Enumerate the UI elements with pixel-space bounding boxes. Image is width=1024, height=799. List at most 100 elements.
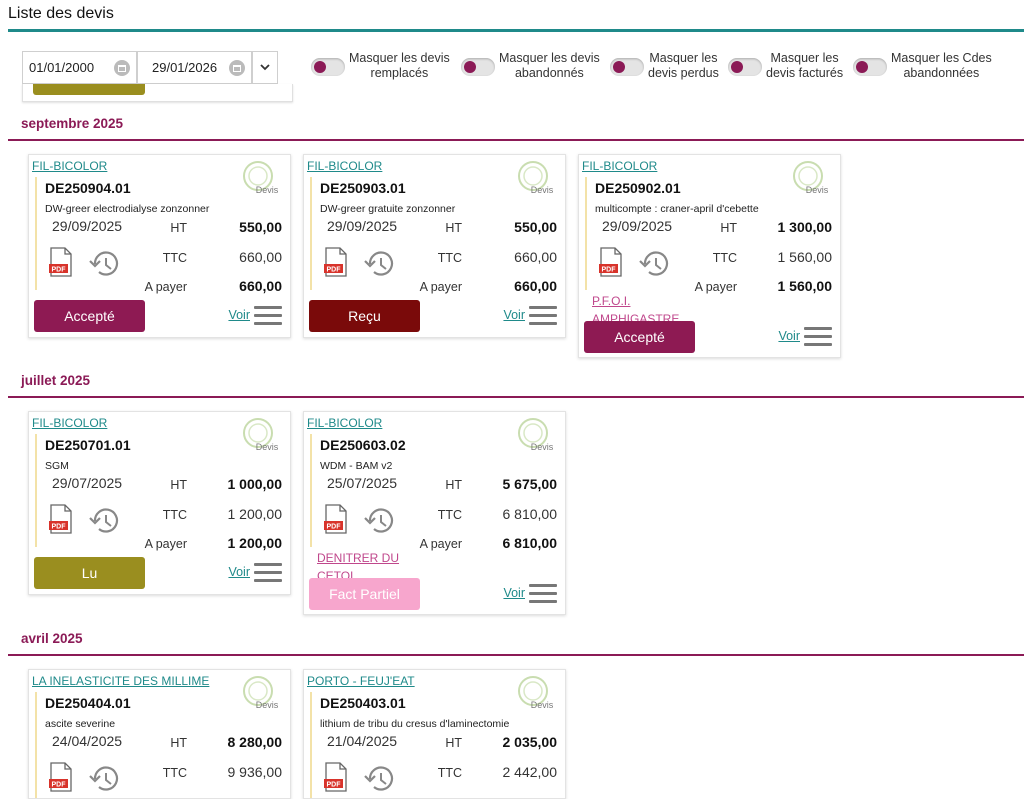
card-accent-line — [310, 434, 312, 547]
status-button[interactable]: Accepté — [584, 321, 695, 353]
voir-link[interactable]: Voir — [228, 308, 250, 322]
quote-description: lithium de tribu du cresus d'laminectomi… — [320, 718, 510, 730]
quote-number: DE250603.02 — [320, 437, 406, 453]
client-link[interactable]: LA INELASTICITE DES MILLIME — [32, 674, 210, 688]
card-accent-line — [310, 177, 312, 290]
previous-quote-card — [22, 84, 293, 102]
ttc-label: TTC — [437, 251, 462, 265]
client-link[interactable]: FIL-BICOLOR — [307, 416, 383, 430]
history-icon[interactable] — [362, 250, 396, 278]
svg-text:Devis: Devis — [531, 185, 554, 195]
pdf-icon[interactable]: PDF — [599, 247, 623, 277]
toggle-hide-invoiced[interactable]: Masquer les devis facturés — [728, 51, 843, 81]
card-accent-line — [35, 692, 37, 798]
month-divider — [8, 654, 1024, 656]
ht-value: 2 035,00 — [502, 734, 558, 750]
pdf-icon[interactable]: PDF — [324, 762, 348, 792]
menu-icon[interactable] — [254, 563, 282, 583]
ht-label: HT — [445, 736, 462, 750]
quote-card[interactable]: FIL-BICOLOR Devis DE250904.01 DW-greer elec… — [28, 154, 291, 338]
history-icon[interactable] — [87, 765, 121, 793]
toggle-label: Masquer les devis remplacés — [349, 51, 450, 80]
toggle-hide-replaced[interactable]: Masquer les devis remplacés — [311, 51, 450, 81]
status-button[interactable]: Accepté — [34, 300, 145, 332]
toggle-hide-lost[interactable]: Masquer les devis perdus — [610, 51, 719, 81]
pdf-icon[interactable]: PDF — [324, 247, 348, 277]
quote-card[interactable]: FIL-BICOLOR Devis DE250902.01 multicompte :… — [578, 154, 841, 358]
menu-icon[interactable] — [529, 306, 557, 326]
quote-description: ascite severine — [45, 718, 116, 730]
status-button[interactable]: Reçu — [309, 300, 420, 332]
toggle-hide-abandoned[interactable]: Masquer les devis abandonnés — [461, 51, 600, 81]
voir-link[interactable]: Voir — [503, 308, 525, 322]
calendar-icon[interactable] — [114, 60, 130, 76]
client-link[interactable]: PORTO - FEUJ'EAT — [307, 674, 415, 688]
a-payer-label: A payer — [144, 537, 187, 551]
svg-text:Devis: Devis — [531, 700, 554, 710]
client-link[interactable]: FIL-BICOLOR — [32, 416, 108, 430]
a-payer-label: A payer — [694, 280, 737, 294]
card-accent-line — [585, 177, 587, 290]
menu-icon[interactable] — [529, 584, 557, 604]
pdf-icon[interactable]: PDF — [324, 504, 348, 534]
toggle-hide-abandoned-orders[interactable]: Masquer les Cdes abandonnées — [853, 51, 992, 81]
devis-stamp-icon: Devis — [237, 674, 279, 712]
history-icon[interactable] — [87, 507, 121, 535]
date-range-dropdown[interactable] — [252, 51, 278, 84]
month-divider — [8, 396, 1024, 398]
date-from-input[interactable]: 01/01/2000 — [22, 51, 137, 84]
a-payer-label: A payer — [419, 537, 462, 551]
svg-text:Devis: Devis — [531, 442, 554, 452]
svg-text:PDF: PDF — [327, 524, 342, 531]
client-link[interactable]: FIL-BICOLOR — [32, 159, 108, 173]
ttc-label: TTC — [437, 508, 462, 522]
status-button[interactable]: Fact Partiel — [309, 578, 420, 610]
voir-link[interactable]: Voir — [778, 329, 800, 343]
toggle-switch[interactable] — [311, 58, 345, 76]
menu-icon[interactable] — [254, 306, 282, 326]
calendar-icon[interactable] — [229, 60, 245, 76]
card-accent-line — [35, 177, 37, 290]
client-link[interactable]: FIL-BICOLOR — [307, 159, 383, 173]
menu-icon[interactable] — [804, 327, 832, 347]
ht-label: HT — [720, 221, 737, 235]
quote-card[interactable]: FIL-BICOLOR Devis DE250603.02 WDM - BAM v2 2… — [303, 411, 566, 615]
card-accent-line — [310, 692, 312, 798]
ttc-label: TTC — [162, 766, 187, 780]
history-icon[interactable] — [87, 250, 121, 278]
pdf-icon[interactable]: PDF — [49, 762, 73, 792]
toggle-switch[interactable] — [853, 58, 887, 76]
client-link[interactable]: FIL-BICOLOR — [582, 159, 658, 173]
toggle-label: Masquer les devis perdus — [648, 51, 719, 80]
toggle-switch[interactable] — [461, 58, 495, 76]
ht-value: 8 280,00 — [227, 734, 283, 750]
quote-number: DE250902.01 — [595, 180, 681, 196]
ht-value: 5 675,00 — [502, 476, 558, 492]
pdf-icon[interactable]: PDF — [49, 247, 73, 277]
status-button[interactable]: Lu — [34, 557, 145, 589]
quote-card[interactable]: LA INELASTICITE DES MILLIME Devis DE250404… — [28, 669, 291, 799]
quote-card[interactable]: PORTO - FEUJ'EAT Devis DE250403.01 lithium … — [303, 669, 566, 799]
ttc-value: 9 936,00 — [227, 764, 283, 780]
voir-link[interactable]: Voir — [503, 586, 525, 600]
date-to-input[interactable]: 29/01/2026 — [137, 51, 252, 84]
toggle-switch[interactable] — [610, 58, 644, 76]
voir-link[interactable]: Voir — [228, 565, 250, 579]
history-icon[interactable] — [362, 765, 396, 793]
toggle-switch[interactable] — [728, 58, 762, 76]
svg-text:PDF: PDF — [327, 782, 342, 789]
history-icon[interactable] — [637, 250, 671, 278]
history-icon[interactable] — [362, 507, 396, 535]
ht-value: 550,00 — [514, 219, 557, 235]
toggle-label: Masquer les devis facturés — [766, 51, 844, 80]
a-payer-value: 1 560,00 — [777, 278, 833, 294]
quote-card[interactable]: FIL-BICOLOR Devis DE250701.01 SGM 29/07/2025… — [28, 411, 291, 595]
ht-value: 1 000,00 — [227, 476, 283, 492]
quote-card[interactable]: FIL-BICOLOR Devis DE250903.01 DW-greer grat… — [303, 154, 566, 338]
quote-number: DE250701.01 — [45, 437, 131, 453]
ttc-label: TTC — [162, 251, 187, 265]
status-button[interactable] — [33, 84, 145, 95]
pdf-icon[interactable]: PDF — [49, 504, 73, 534]
month-divider — [8, 139, 1024, 141]
a-payer-value: 660,00 — [514, 278, 557, 294]
